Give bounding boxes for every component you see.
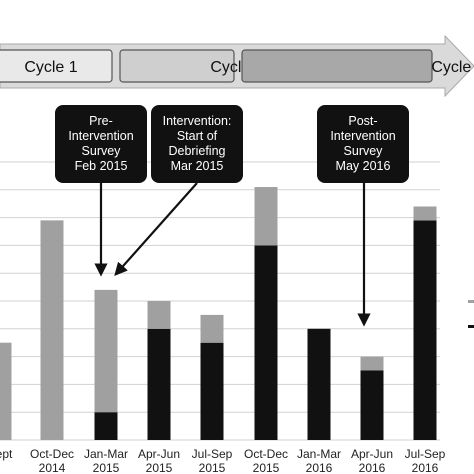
callout-line: Survey: [81, 144, 121, 158]
bar-segment: [307, 328, 331, 440]
bar-segment: [147, 328, 171, 440]
callout-text: Intervention: Start of Debriefing Mar 2015: [163, 114, 232, 174]
bar-segment: [94, 412, 118, 440]
x-tick-label: 2015: [253, 461, 280, 474]
callout-arrows: [94, 182, 371, 327]
x-tick-label: Jul-Sep: [192, 447, 233, 461]
bar-segment: [254, 187, 278, 246]
bar-segment: [94, 289, 118, 413]
x-tick-label: 2016: [412, 461, 439, 474]
cycle-label: Cycle 3: [431, 59, 474, 76]
callout-line: Intervention: [68, 129, 134, 143]
bar-segment: [40, 220, 64, 440]
callout-pre-intervention-survey: Pre- Intervention Survey Feb 2015: [55, 105, 147, 183]
cycle-box: [0, 49, 113, 83]
x-tick-label: Oct-Dec: [244, 447, 288, 461]
x-tick-label: Oct-Dec: [30, 447, 74, 461]
callout-line: Post-: [348, 114, 378, 128]
x-tick-label: Sept: [0, 447, 13, 461]
cycle-box: [241, 49, 433, 83]
callout-line: Intervention: [330, 129, 396, 143]
x-tick-label: Jan-Mar: [297, 447, 341, 461]
cycle-label: Cycle 1: [24, 59, 77, 76]
bar-segment: [254, 245, 278, 440]
bar-segment: [147, 301, 171, 329]
bar-segment: [413, 220, 437, 440]
callout-line: May 2016: [335, 159, 391, 173]
cycle-box: [119, 49, 235, 83]
legend-swatch-gray: [468, 300, 474, 303]
bar-segment: [0, 342, 12, 440]
callout-line: Intervention:: [162, 114, 232, 128]
bar-segment: [360, 370, 384, 440]
x-tick-label: 2015: [199, 461, 226, 474]
bar-segment: [360, 356, 384, 371]
callout-text: Pre- Intervention Survey Feb 2015: [68, 114, 133, 174]
bar-segment: [413, 206, 437, 221]
callout-line: Pre-: [89, 114, 113, 128]
legend-swatch-black: [468, 325, 474, 328]
x-tick-label: 2015: [146, 461, 173, 474]
x-tick-label: 2016: [359, 461, 386, 474]
x-tick-label: 2014: [39, 461, 66, 474]
callout-arrow: [114, 182, 198, 276]
callout-line: Mar 2015: [170, 159, 224, 173]
callout-line: Survey: [343, 144, 383, 158]
x-tick-label: 2016: [306, 461, 333, 474]
callout-post-intervention-survey: Post- Intervention Survey May 2016: [317, 105, 409, 183]
callout-text: Post- Intervention Survey May 2016: [330, 114, 395, 174]
x-tick-label: Jul-Sep: [405, 447, 446, 461]
x-tick-label: Jan-Mar: [84, 447, 128, 461]
x-tick-label: 2015: [93, 461, 120, 474]
bar-segment: [200, 342, 224, 440]
callout-line: Debriefing: [168, 144, 226, 158]
cycle-1: Cycle 1: [0, 49, 113, 83]
bar-segment: [200, 314, 224, 343]
x-tick-labels: SeptOct-Dec2014Jan-Mar2015Apr-Jun2015Jul…: [0, 447, 446, 474]
callout-line: Feb 2015: [74, 159, 128, 173]
x-tick-label: Apr-Jun: [351, 447, 393, 461]
callout-intervention-start: Intervention: Start of Debriefing Mar 2015: [151, 105, 243, 183]
x-tick-label: Apr-Jun: [138, 447, 180, 461]
bars: [0, 187, 474, 440]
cycle-3: Cycle 3: [241, 49, 474, 83]
callout-line: Start of: [176, 129, 218, 143]
